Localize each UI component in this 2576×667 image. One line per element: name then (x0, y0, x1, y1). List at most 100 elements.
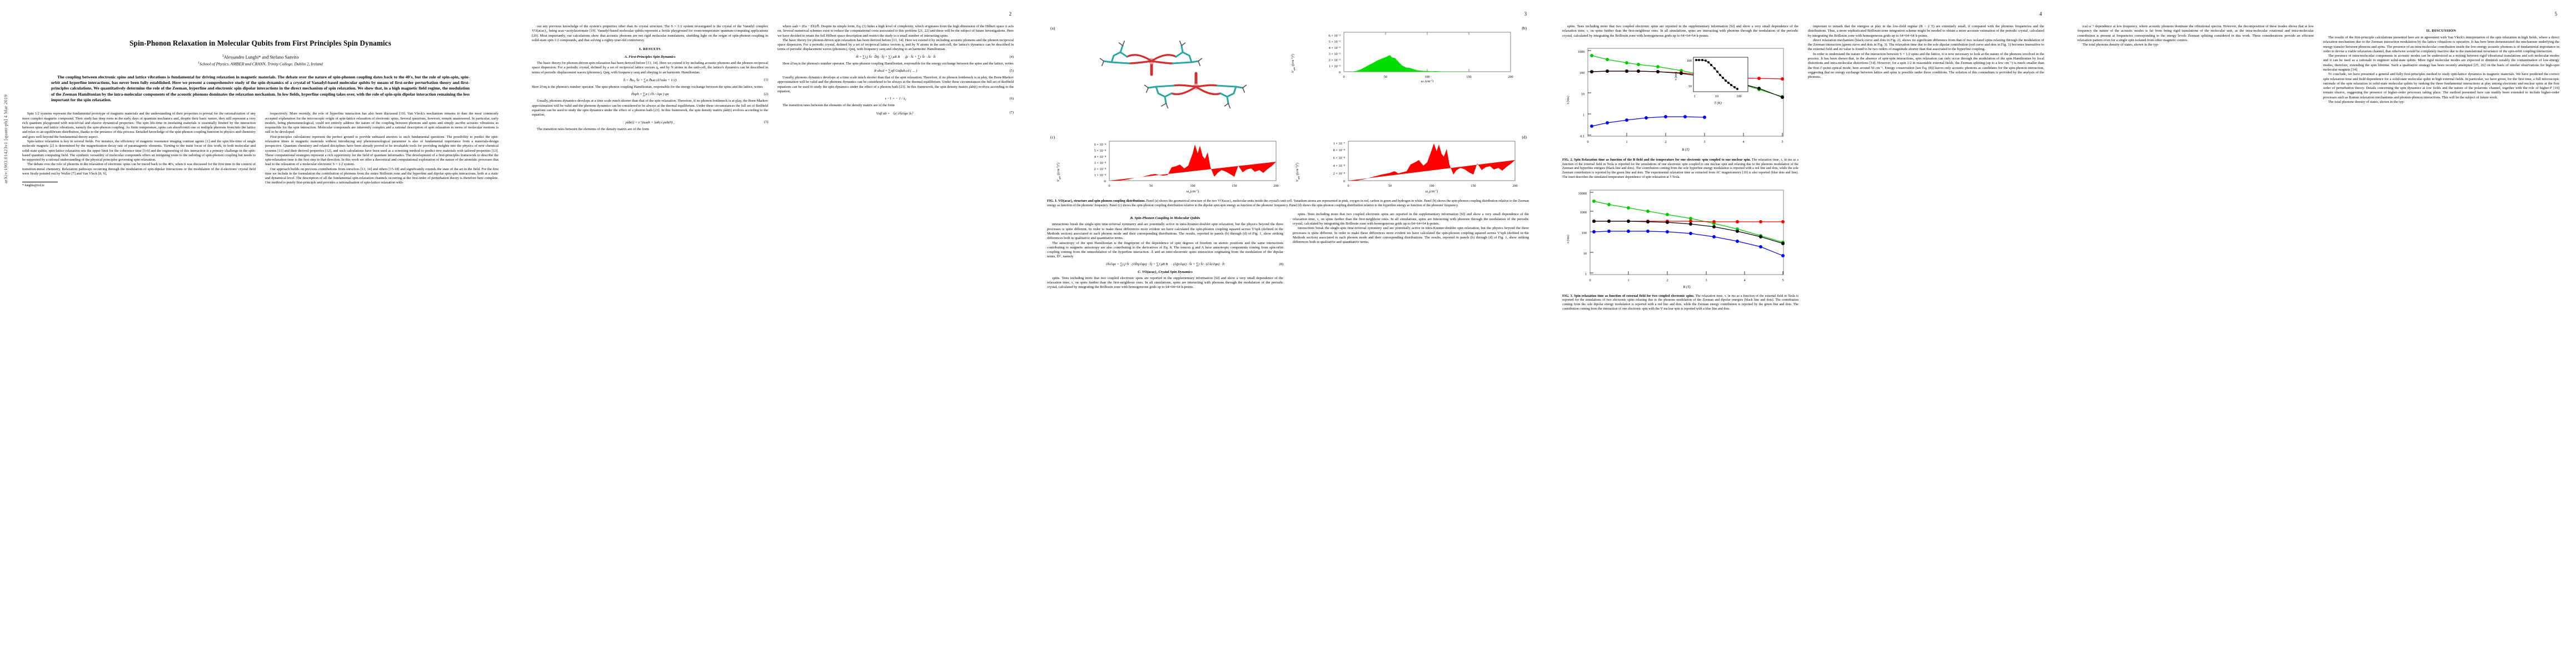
figure-2-caption: FIG. 2. Spin Relaxation time as function… (1562, 158, 1798, 180)
page-4-columns: spins. Tests including more that two cou… (1562, 24, 2044, 313)
svg-text:1: 1 (1583, 113, 1585, 117)
paragraph: Usually, phonons dynamics develops at a … (778, 75, 1014, 93)
paragraph: The transition rates between the element… (783, 103, 895, 108)
figure-1-caption: FIG. 1. VO(acac)₂ structure and spin pho… (1047, 200, 1529, 208)
subsection-heading-c: C. VO(acac)₂ Crystal Spin Dynamics (1138, 270, 1193, 274)
paragraph: important to remark that the energies at… (1808, 24, 2044, 38)
subsection-heading-b: B. Spin-Phonon Coupling in Molecular Qub… (1130, 216, 1200, 221)
figure-1-d-yticks: 0 2 × 10⁻⁸ 4 × 10⁻⁸ 6 × 10⁻⁸ 8 × 10⁻⁸ 1 × 10… (1333, 142, 1345, 183)
svg-text:50: 50 (1384, 75, 1387, 79)
paragraph: The results of the first-principle calcu… (2323, 36, 2559, 53)
section-heading-results: I. RESULTS (639, 47, 661, 52)
figure-1-panel-a-label: (a) (1050, 26, 1055, 31)
paragraph: ical ω⁻² dependence at low frequency, wh… (2077, 24, 2314, 42)
svg-text:3 × 10⁻⁸: 3 × 10⁻⁸ (1094, 161, 1106, 165)
svg-text:5 × 10⁻⁸: 5 × 10⁻⁸ (1094, 149, 1106, 153)
affiliation-text: School of Physics, AMBER and CRANN, Trin… (200, 61, 323, 67)
svg-text:5 × 10⁻⁹: 5 × 10⁻⁹ (1329, 40, 1341, 44)
svg-text:4 × 10⁻⁹: 4 × 10⁻⁹ (1329, 46, 1341, 50)
svg-text:1000: 1000 (1578, 50, 1585, 54)
svg-text:3: 3 (1705, 278, 1707, 282)
page-1-column-2: respectively. More recently, the role of… (265, 112, 499, 187)
svg-text:4 × 10⁻⁸: 4 × 10⁻⁸ (1333, 164, 1345, 168)
equation-number: (5) (1009, 68, 1014, 73)
authors-text: Alessandro Lunghi* and Stefano Sanvito (223, 54, 299, 60)
paragraph: Spin-lattice relaxation is key in severa… (22, 139, 256, 162)
page-number: 2 (1009, 11, 1012, 17)
page-number: 5 (2554, 11, 2558, 17)
figure-1-c-yticks: 0 1 × 10⁻⁸ 2 × 10⁻⁸ 3 × 10⁻⁸ 4 × 10⁻⁸ 5 × 10… (1094, 143, 1106, 183)
paragraph: spins. Tests including more that two cou… (1047, 276, 1283, 290)
svg-text:6 × 10⁻⁸: 6 × 10⁻⁸ (1333, 156, 1345, 160)
svg-text:3 × 10⁻⁹: 3 × 10⁻⁹ (1329, 52, 1341, 56)
equation-body: ∂ĥ/∂qα = ∑i,j Ŝi · (∂D̃ij/∂qα) · Ŝj + ∑i… (1105, 262, 1225, 266)
page-3: 3 (a) (1030, 0, 1546, 667)
svg-text:10: 10 (1688, 84, 1692, 88)
paragraph: where ωab = (Ea − Eb)/ℏ. Despite its sim… (778, 24, 1014, 38)
page-4-column-2: important to remark that the energies at… (1808, 24, 2044, 313)
equation-body: ĥ = ℏω₀ Šz + ∑α ℏωα (â†αâα + 1/2) (623, 78, 677, 82)
svg-text:6 × 10⁻⁸: 6 × 10⁻⁸ (1094, 143, 1106, 147)
svg-text:150: 150 (1466, 75, 1471, 79)
affiliation: 1School of Physics, AMBER and CRANN, Tri… (22, 61, 499, 66)
svg-text:5: 5 (1782, 278, 1783, 282)
figure-3-caption: FIG. 3. Spin relaxation time as function… (1562, 295, 1798, 312)
paragraph: The basic theory for phonon-driven spin … (778, 38, 1014, 52)
paragraph: The total phonons density of states, sho… (2082, 43, 2159, 47)
paragraph: To conclude, we have presented a general… (2323, 72, 2559, 99)
page-title: Spin-Phonon Relaxation in Molecular Qubi… (129, 39, 391, 47)
equation-1: ĥ = ℏω₀ Šz + ∑α ℏωα (â†αâα + 1/2) (1) (532, 78, 768, 82)
figure-1-chart-c: Vsph ((cm-1)2) 0 1 × 10⁻⁸ 2 × 10⁻⁸ 3 × 10⁻… (1053, 138, 1283, 196)
svg-text:200: 200 (1273, 184, 1278, 188)
paragraph: Spin 1/2 systems represent the fundament… (22, 112, 256, 139)
figure-1-row-2: (c) (d) Vsph ((cm-1)2) 0 1 × 10⁻⁸ 2 × 10⁻⁸… (1047, 135, 1529, 197)
paragraph: out any previous knowledge of the system… (532, 24, 768, 42)
svg-text:100: 100 (1580, 71, 1585, 75)
equation-number: (8) (1279, 262, 1283, 266)
svg-text:100: 100 (1190, 184, 1195, 188)
svg-text:100: 100 (1736, 94, 1741, 98)
vo-acac-2-structure-diagram (1093, 33, 1254, 116)
author-sup-1: 1 (222, 54, 224, 58)
figure-3-xticks: 0 1 2 3 4 5 (1589, 278, 1783, 282)
svg-text:0: 0 (1108, 184, 1110, 188)
paragraph: The transition rates between the element… (537, 127, 649, 132)
svg-text:150: 150 (1471, 184, 1476, 188)
figure-3-yticks: 1 10 100 1000 10000 (1578, 192, 1587, 276)
figure-1-b-yticks: 0 1 × 10⁻⁹ 2 × 10⁻⁹ 3 × 10⁻⁹ 4 × 10⁻⁹ 5 × 10… (1329, 34, 1341, 74)
svg-text:0: 0 (1339, 71, 1341, 74)
footnote: * lunghia@tcd.ie (22, 182, 58, 187)
equation-7: Vαβ ab = 〈a| ∂ĥ/∂qα |b〉 (7) (778, 111, 1014, 116)
paragraph: First-principles calculations represent … (265, 135, 499, 167)
svg-text:100: 100 (1687, 59, 1692, 63)
page-4: 4 spins. Tests including more that two c… (1546, 0, 2061, 667)
figure-3-title: Spin relaxation time as function of exte… (1574, 294, 1695, 298)
page-number: 4 (2039, 11, 2042, 17)
svg-text:2: 2 (1665, 140, 1666, 144)
equation-number: (2) (764, 92, 768, 97)
figure-1-label: FIG. 1. (1047, 200, 1058, 203)
page-1-columns: Spin 1/2 systems represent the fundament… (22, 112, 499, 187)
affiliation-sup: 1 (198, 61, 200, 65)
svg-text:1: 1 (1626, 140, 1627, 144)
paragraph: interactions break the single-spin time-… (1293, 226, 1529, 245)
figure-1-chart-d: Vsph ((cm-1)2) 0 2 × 10⁻⁸ 4 × 10⁻⁸ 6 × 10⁻… (1292, 138, 1522, 196)
svg-text:100: 100 (1424, 75, 1429, 79)
svg-text:100: 100 (1582, 231, 1587, 235)
figure-2-xticks: 0 1 2 3 4 5 (1587, 140, 1783, 144)
svg-text:4: 4 (1742, 140, 1744, 144)
figure-3-label: FIG. 3. (1562, 294, 1573, 298)
arxiv-stamp: arXiv:1903.01423v1 [quant-ph] 4 Mar 2019 (3, 94, 8, 183)
svg-text:1: 1 (1627, 278, 1629, 282)
svg-text:1 × 10⁻⁸: 1 × 10⁻⁸ (1094, 173, 1106, 177)
equation-body: Ĥsph = ∑α ( ∂ĥ / ∂qα ) qα (631, 92, 669, 97)
equation-4: Ĥ = ∑i,j Ŝi · D̃ij · Ŝj + ∑i μB B⃗ · g̃i… (778, 55, 1014, 59)
svg-text:100: 100 (1429, 184, 1434, 188)
figure-2: τ (ms) 0.1 1 10 100 1000 (1562, 42, 1798, 180)
abstract: The coupling between electronic spins an… (51, 74, 470, 102)
svg-text:6 × 10⁻⁹: 6 × 10⁻⁹ (1329, 34, 1341, 38)
page-1-column-1: Spin 1/2 systems represent the fundament… (22, 112, 256, 187)
svg-text:50: 50 (1149, 184, 1153, 188)
figure-1-c-ylabel: Vsph ((cm-1)2) (1056, 163, 1061, 182)
